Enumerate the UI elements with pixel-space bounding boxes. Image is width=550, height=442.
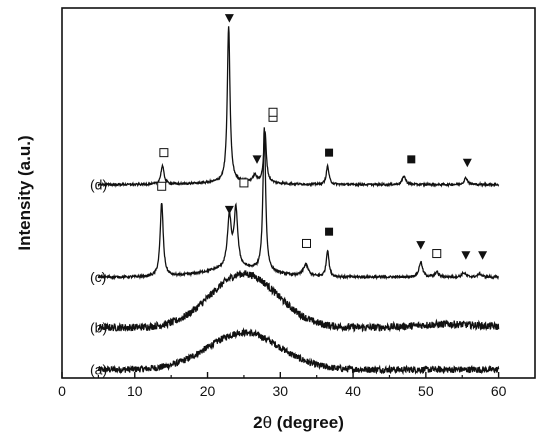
x-tick-label: 20 bbox=[200, 383, 216, 399]
x-tick-label: 50 bbox=[418, 383, 434, 399]
x-ticks: 0 10 20 30 40 50 60 bbox=[58, 372, 507, 399]
triangle-marker bbox=[224, 205, 234, 215]
triangle-marker bbox=[416, 241, 426, 250]
x-tick-label: 0 bbox=[58, 383, 66, 399]
open-square-marker bbox=[268, 107, 278, 117]
open-square-marker bbox=[302, 238, 312, 248]
triangle-marker bbox=[461, 251, 471, 260]
filled-square-marker bbox=[407, 155, 416, 164]
series-label: (c) bbox=[90, 269, 106, 285]
x-tick-label: 30 bbox=[273, 383, 289, 399]
triangle-marker bbox=[478, 251, 488, 260]
open-square-marker bbox=[239, 178, 249, 188]
open-square-marker bbox=[159, 148, 169, 158]
x-axis-label-theta: θ bbox=[263, 413, 272, 432]
series-label: (a) bbox=[90, 362, 107, 378]
series-line bbox=[97, 327, 500, 376]
x-axis-label-unit: (degree) bbox=[272, 413, 344, 432]
series-line bbox=[97, 270, 500, 333]
triangle-marker bbox=[252, 155, 262, 164]
triangle-marker bbox=[462, 158, 472, 168]
x-tick-label: 60 bbox=[491, 383, 507, 399]
series-label: (d) bbox=[90, 177, 107, 193]
x-axis-label: 2θ (degree) bbox=[253, 413, 344, 432]
triangle-marker bbox=[224, 14, 234, 23]
plot-frame bbox=[61, 7, 536, 379]
filled-square-marker bbox=[325, 148, 334, 157]
markers-group bbox=[157, 14, 488, 260]
x-tick-label: 10 bbox=[127, 383, 143, 399]
series-line bbox=[97, 127, 499, 281]
series-group: (a) (b) (c) (d) bbox=[90, 26, 500, 378]
filled-square-marker bbox=[325, 227, 334, 236]
open-square-marker bbox=[157, 181, 167, 191]
x-tick-label: 40 bbox=[345, 383, 361, 399]
x-axis-label-two: 2 bbox=[253, 413, 262, 432]
series-line bbox=[97, 26, 500, 189]
y-axis-label: Intensity (a.u.) bbox=[15, 135, 34, 250]
open-square-marker bbox=[432, 249, 442, 259]
series-label: (b) bbox=[90, 320, 107, 336]
